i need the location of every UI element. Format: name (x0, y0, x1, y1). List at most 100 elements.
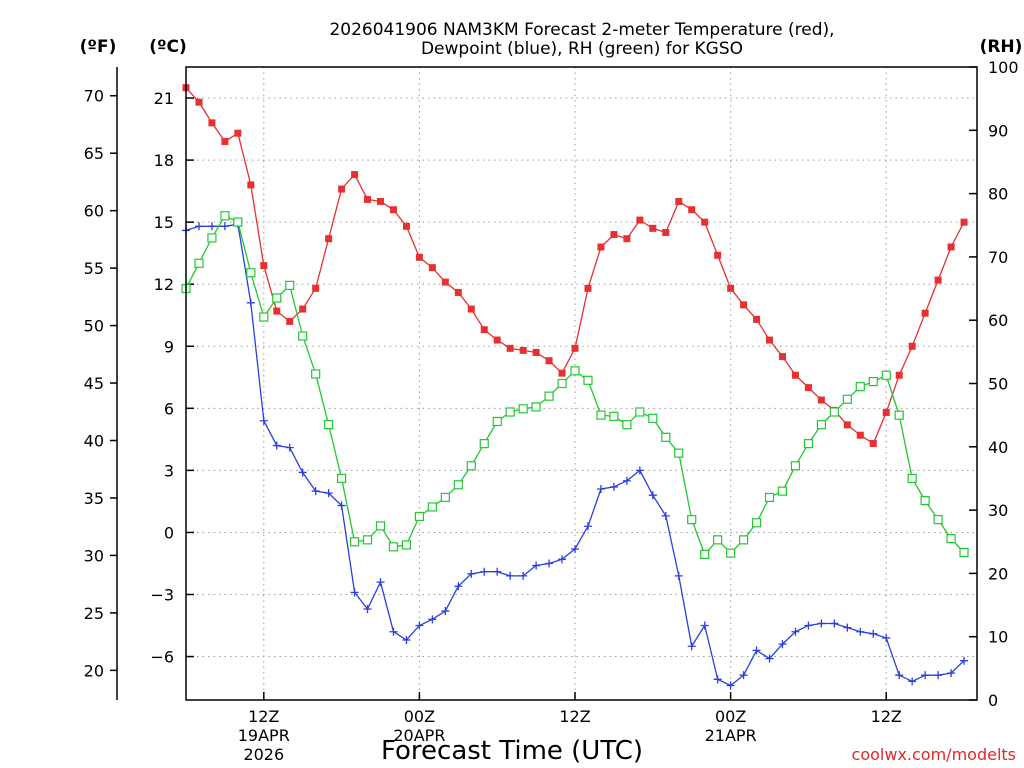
dewpoint-point (596, 485, 605, 493)
x-tick-date-label: 21APR (705, 726, 757, 745)
2-meter-temperature-point (856, 431, 864, 439)
dewpoint-point (428, 615, 437, 624)
fahrenheit-tick-label: 30 (84, 546, 104, 565)
dewpoint-series (182, 220, 969, 690)
dewpoint-point (830, 619, 839, 628)
chart-title-line-1: 2026041906 NAM3KM Forecast 2-meter Tempe… (329, 20, 834, 40)
2-meter-temperature-point (727, 284, 735, 292)
x-tick-date-label: 20APR (393, 726, 445, 745)
rh-point (207, 233, 217, 243)
dewpoint-point (960, 656, 969, 665)
dewpoint-point (363, 604, 372, 613)
2-meter-temperature-point (960, 218, 968, 226)
rh-line (185, 214, 965, 556)
2-meter-temperature-point (895, 371, 903, 379)
rh-point (401, 540, 412, 550)
2-meter-temperature-point (299, 305, 307, 313)
rh-point (311, 369, 321, 379)
rh-point (388, 542, 399, 552)
celsius-tick-label: −3 (150, 586, 174, 605)
dewpoint-point (635, 466, 644, 475)
x-tick-date-label: 19APR (238, 726, 290, 745)
rh-tick-label: 0 (988, 691, 998, 710)
rh-point (324, 420, 334, 430)
rh-unit-label: (RH) (980, 37, 1023, 57)
rh-point (414, 511, 425, 522)
rh-point (259, 312, 269, 322)
rh-point (868, 377, 878, 387)
fahrenheit-tick-label: 45 (84, 374, 104, 393)
2-meter-temperature-point (454, 288, 462, 296)
2-meter-temperature-point (636, 216, 644, 224)
rh-tick-label: 20 (988, 564, 1008, 583)
dewpoint-point (778, 640, 787, 649)
rh-point (777, 486, 788, 496)
2-meter-temperature-point (364, 195, 372, 203)
fahrenheit-tick-label: 35 (84, 489, 104, 508)
rh-point (427, 502, 437, 512)
rh-point (609, 411, 619, 422)
dewpoint-point (934, 671, 943, 680)
2-meter-temperature-point (714, 251, 722, 259)
rh-point (479, 439, 489, 449)
x-tick-label: 00Z (715, 707, 746, 726)
dewpoint-point (700, 621, 709, 630)
dewpoint-point (207, 222, 216, 231)
2-meter-temperature-point (545, 357, 553, 365)
rh-point (349, 537, 360, 547)
2-meter-temperature-point (908, 342, 916, 350)
rh-point (531, 402, 541, 412)
celsius-unit-label: (ºC) (149, 37, 187, 57)
2-meter-temperature-point (778, 353, 786, 361)
2-meter-temperature-point (338, 185, 346, 193)
dewpoint-point (765, 654, 774, 663)
rh-point (700, 549, 710, 560)
rh-point (946, 533, 956, 544)
rh-point (362, 535, 373, 545)
rh-point (518, 404, 528, 414)
dewpoint-point (506, 571, 515, 580)
rh-point (790, 461, 801, 471)
dewpoint-point (311, 487, 320, 496)
rh-point (298, 331, 308, 341)
dewpoint-point (908, 677, 917, 686)
dewpoint-point (739, 671, 748, 680)
dewpoint-point (674, 571, 683, 580)
dewpoint-point (298, 468, 307, 477)
rh-point (635, 407, 645, 417)
dewpoint-point (324, 489, 333, 498)
x-tick-label: 12Z (871, 707, 902, 726)
2-meter-temperature-point (584, 284, 592, 292)
2-meter-temperature-point (273, 307, 281, 315)
rh-point (492, 416, 502, 427)
dewpoint-point (661, 511, 670, 520)
2-meter-temperature-point (351, 171, 359, 179)
rh-point (596, 410, 606, 420)
2-meter-temperature-point (506, 344, 514, 352)
dewpoint-point (467, 569, 476, 578)
x-tick-label: 12Z (248, 707, 279, 726)
plot-frame (185, 66, 978, 701)
axis-ticks: 211815129630−3−6706560555045403530252010… (84, 58, 1019, 764)
dewpoint-point (726, 681, 735, 690)
2-meter-temperature-point (571, 344, 579, 352)
2-meter-temperature-point (791, 371, 799, 379)
fahrenheit-tick-label: 60 (84, 202, 104, 221)
dewpoint-point (454, 582, 463, 591)
2-meter-temperature-point (467, 305, 475, 313)
2-meter-temperature-point (662, 228, 670, 236)
2-meter-temperature-point (817, 396, 825, 404)
dewpoint-point (882, 633, 891, 642)
rh-point (842, 394, 852, 404)
2-meter-temperature-point (428, 264, 436, 272)
rh-point (233, 217, 243, 227)
rh-point (220, 211, 230, 221)
dewpoint-point (622, 476, 631, 485)
dewpoint-point (545, 559, 554, 568)
2-meter-temperature-point (480, 326, 488, 334)
2-meter-temperature-point (286, 317, 294, 325)
rh-point (907, 473, 917, 484)
rh-point (829, 407, 839, 417)
celsius-tick-label: 3 (164, 461, 174, 480)
